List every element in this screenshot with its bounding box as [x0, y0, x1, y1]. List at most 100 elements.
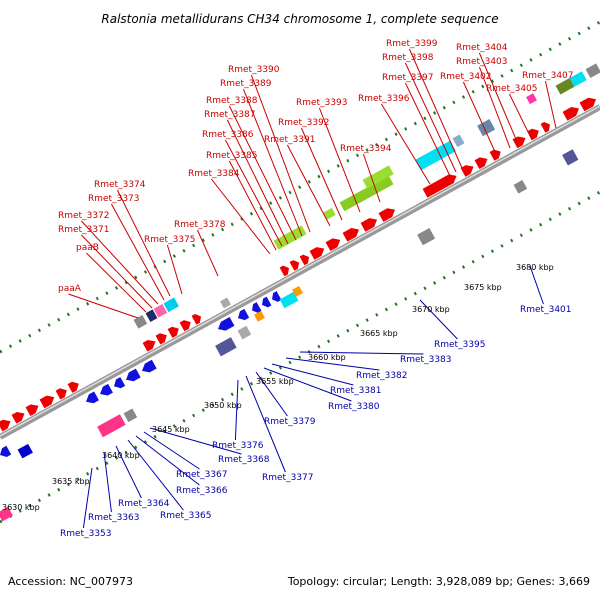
gene-label-rmet-3386[interactable]: Rmet_3386 — [202, 130, 254, 140]
gene-label-rmet-3372[interactable]: Rmet_3372 — [58, 211, 110, 221]
kbp-scale-labels: 3630 kbp 3635 kbp 3640 kbp 3645 kbp 3650 kbp… — [2, 263, 554, 512]
gene-label-rmet-3398[interactable]: Rmet_3398 — [382, 53, 434, 63]
reverse-gene-7 — [238, 308, 250, 321]
top-block-7 — [362, 165, 394, 189]
forward-gene-20-shape — [460, 165, 474, 177]
leader-rmet-3353 — [82, 467, 93, 529]
gene-label-rmet-3377[interactable]: Rmet_3377 — [262, 473, 314, 483]
top-block-4-shape — [273, 225, 307, 250]
reverse-gene-0 — [0, 445, 12, 457]
forward-gene-11 — [279, 265, 290, 277]
forward-gene-22 — [489, 149, 501, 161]
leader-rmet-3405 — [508, 93, 533, 141]
forward-gene-8-shape — [167, 326, 179, 338]
reverse-gene-1-shape — [86, 391, 99, 404]
gene-label-rmet-3397[interactable]: Rmet_3397 — [382, 73, 434, 83]
leader-rmet-3378 — [196, 229, 219, 277]
top-block-12-shape — [555, 78, 575, 95]
top-block-3 — [163, 297, 179, 313]
gene-label-rmet-3380[interactable]: Rmet_3380 — [328, 402, 380, 412]
forward-gene-27-shape — [579, 97, 597, 112]
gene-label-rmet-3363[interactable]: Rmet_3363 — [88, 513, 140, 523]
gene-label-rmet-3371[interactable]: Rmet_3371 — [58, 225, 110, 235]
gene-label-paaa[interactable]: paaA — [58, 284, 82, 294]
bottom-block-9 — [513, 179, 528, 194]
chromosome-backbone — [0, 104, 600, 440]
forward-gene-9 — [179, 320, 191, 332]
gene-label-rmet-3393[interactable]: Rmet_3393 — [296, 98, 348, 108]
leader-rmet-3381 — [271, 363, 354, 386]
forward-gene-15 — [325, 238, 341, 251]
forward-gene-17 — [360, 218, 378, 232]
gene-label-rmet-3399[interactable]: Rmet_3399 — [386, 39, 438, 49]
gene-label-rmet-3373[interactable]: Rmet_3373 — [88, 194, 140, 204]
bottom-block-10 — [562, 149, 579, 166]
gene-label-rmet-3394[interactable]: Rmet_3394 — [340, 144, 392, 154]
gene-label-rmet-3385[interactable]: Rmet_3385 — [206, 151, 258, 161]
gene-label-rmet-3392[interactable]: Rmet_3392 — [278, 118, 330, 128]
gene-label-rmet-3402[interactable]: Rmet_3402 — [440, 72, 492, 82]
forward-gene-20 — [460, 165, 474, 177]
gene-label-rmet-3403[interactable]: Rmet_3403 — [456, 57, 508, 67]
kbp-label-8: 3670 kbp — [412, 305, 450, 314]
gene-label-rmet-3375[interactable]: Rmet_3375 — [144, 235, 196, 245]
gene-label-rmet-3401[interactable]: Rmet_3401 — [520, 305, 572, 315]
kbp-label-3: 3645 kbp — [152, 425, 190, 434]
gene-label-rmet-3376[interactable]: Rmet_3376 — [212, 441, 264, 451]
gene-label-rmet-3396[interactable]: Rmet_3396 — [358, 94, 410, 104]
forward-gene-6-shape — [142, 339, 156, 352]
leader-rmet-3390 — [250, 74, 311, 233]
gene-label-rmet-3383[interactable]: Rmet_3383 — [400, 355, 452, 365]
reverse-gene-7-shape — [238, 308, 250, 321]
gene-label-rmet-3364[interactable]: Rmet_3364 — [118, 499, 170, 509]
gene-labels: paaA paaB Rmet_3371 Rmet_3372 Rmet_3373 Rmet_… — [58, 39, 574, 539]
leader-rmet-3391 — [286, 144, 331, 227]
leader-rmet-3407 — [544, 80, 557, 129]
leader-rmet-3371 — [81, 234, 153, 309]
gene-label-rmet-3407[interactable]: Rmet_3407 — [522, 71, 574, 81]
top-block-4 — [273, 225, 307, 250]
bottom-block-7-shape — [292, 285, 303, 297]
forward-gene-14 — [309, 247, 325, 260]
reverse-gene-10 — [272, 291, 282, 302]
leader-paab — [86, 252, 147, 313]
forward-gene-25-shape — [540, 122, 551, 133]
map-title: Ralstonia metallidurans CH34 chromosome … — [101, 12, 498, 26]
gene-label-rmet-3404[interactable]: Rmet_3404 — [456, 43, 508, 53]
kbp-label-5: 3655 kbp — [256, 377, 294, 386]
top-block-6-shape — [339, 175, 394, 212]
bottom-block-2 — [123, 408, 138, 423]
gene-label-rmet-3389[interactable]: Rmet_3389 — [220, 79, 272, 89]
gene-label-rmet-3391[interactable]: Rmet_3391 — [264, 135, 316, 145]
leader-rmet-3387 — [226, 119, 289, 245]
top-block-1 — [145, 309, 158, 322]
gene-label-rmet-3387[interactable]: Rmet_3387 — [204, 110, 256, 120]
forward-gene-26-shape — [562, 107, 580, 121]
gene-label-rmet-3366[interactable]: Rmet_3366 — [176, 486, 228, 496]
gene-label-rmet-3384[interactable]: Rmet_3384 — [188, 169, 240, 179]
gene-label-rmet-3379[interactable]: Rmet_3379 — [264, 417, 316, 427]
gene-label-rmet-3368[interactable]: Rmet_3368 — [218, 455, 270, 465]
gene-label-rmet-3374[interactable]: Rmet_3374 — [94, 180, 146, 190]
reverse-gene-6-shape — [218, 317, 235, 331]
forward-gene-17-shape — [360, 218, 378, 232]
gene-label-rmet-3382[interactable]: Rmet_3382 — [356, 371, 408, 381]
bottom-block-11 — [0, 506, 13, 522]
gene-label-rmet-3365[interactable]: Rmet_3365 — [160, 511, 212, 521]
gene-label-rmet-3388[interactable]: Rmet_3388 — [206, 96, 258, 106]
gene-label-rmet-3390[interactable]: Rmet_3390 — [228, 65, 280, 75]
kbp-label-9: 3675 kbp — [464, 283, 502, 292]
kbp-label-0: 3630 kbp — [2, 503, 40, 512]
gene-label-rmet-3378[interactable]: Rmet_3378 — [174, 220, 226, 230]
gene-label-paab[interactable]: paaB — [76, 243, 99, 253]
forward-gene-0-shape — [0, 419, 11, 432]
gene-label-rmet-3405[interactable]: Rmet_3405 — [486, 84, 538, 94]
gene-label-rmet-3381[interactable]: Rmet_3381 — [330, 386, 382, 396]
gene-label-rmet-3353[interactable]: Rmet_3353 — [60, 529, 112, 539]
gene-label-rmet-3395[interactable]: Rmet_3395 — [434, 340, 486, 350]
gene-label-rmet-3367[interactable]: Rmet_3367 — [176, 470, 228, 480]
forward-gene-12 — [289, 260, 300, 271]
reverse-gene-3 — [114, 377, 126, 389]
reverse-gene-8-shape — [252, 302, 262, 313]
top-block-14-shape — [585, 63, 600, 78]
